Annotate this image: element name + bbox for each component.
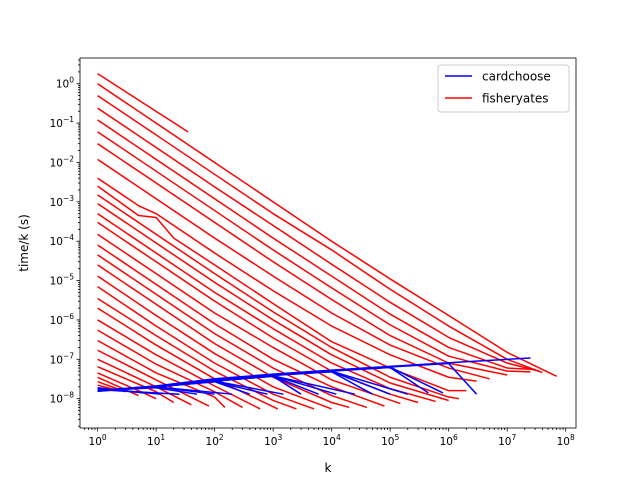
y-tick-label: 10−6 (50, 312, 75, 327)
y-tick-label: 10−8 (50, 391, 75, 406)
legend-label-cardchoose: cardchoose (482, 70, 551, 84)
x-tick-label: 102 (206, 433, 224, 448)
series-line-fisheryates-9 (97, 185, 467, 392)
series-line-fisheryates-22 (97, 319, 261, 410)
series-line-fisheryates-28 (97, 372, 157, 400)
plot-lines (97, 73, 557, 410)
y-tick-label: 10−1 (50, 115, 75, 130)
series-line-fisheryates-20 (97, 297, 297, 410)
x-tick-label: 100 (89, 433, 107, 448)
series-line-fisheryates-2 (97, 94, 543, 374)
series-line-fisheryates-27 (97, 365, 175, 404)
y-axis-label: time/k (s) (17, 214, 31, 272)
x-axis-label: k (325, 461, 332, 475)
series-line-fisheryates-6 (97, 143, 508, 376)
legend-label-fisheryates: fisheryates (482, 92, 549, 106)
series-line-fisheryates-16 (97, 254, 368, 409)
x-tick-label: 105 (381, 433, 399, 448)
series-line-fisheryates-0 (97, 73, 189, 133)
x-tick-label: 103 (264, 433, 282, 448)
y-tick-label: 10−5 (50, 273, 75, 288)
x-tick-label: 108 (557, 433, 575, 448)
series-line-fisheryates-10 (97, 194, 460, 400)
series-line-fisheryates-3 (97, 107, 540, 372)
y-axis-ticks: 10−8 10−7 10−6 10−5 10−4 10−3 10−2 10−1 100 (50, 59, 80, 427)
series-line-fisheryates-21 (97, 307, 279, 410)
series-line-fisheryates-5 (97, 131, 531, 373)
series-line-fisheryates-8 (97, 177, 477, 382)
legend: cardchoose fisheryates (437, 64, 570, 113)
x-tick-label: 106 (440, 433, 458, 448)
series-line-fisheryates-11 (97, 203, 449, 402)
series-line-fisheryates-1 (97, 83, 557, 377)
series-line-fisheryates-14 (97, 233, 401, 405)
y-tick-label: 100 (56, 76, 74, 91)
x-tick-label: 107 (498, 433, 516, 448)
series-line-fisheryates-17 (97, 264, 350, 409)
series-line-fisheryates-25 (97, 349, 210, 407)
x-axis-ticks: 100 101 102 103 104 105 106 107 108 (84, 428, 575, 448)
x-tick-label: 104 (323, 433, 341, 448)
x-tick-label: 101 (147, 433, 165, 448)
series-line-fisheryates-19 (97, 286, 315, 410)
series-line-fisheryates-15 (97, 244, 385, 407)
y-tick-label: 10−4 (50, 233, 75, 248)
series-line-cardchoose-19 (97, 386, 144, 394)
y-tick-label: 10−2 (50, 154, 75, 169)
series-line-fisheryates-18 (97, 275, 332, 410)
y-tick-label: 10−3 (50, 194, 75, 209)
y-tick-label: 10−7 (50, 351, 75, 366)
series-line-fisheryates-29 (97, 376, 139, 397)
series-line-fisheryates-23 (97, 329, 243, 409)
